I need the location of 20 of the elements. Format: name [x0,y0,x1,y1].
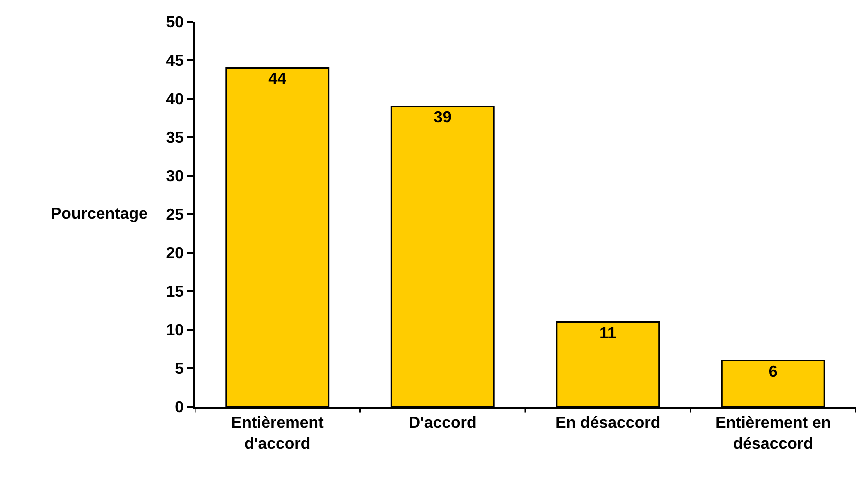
data-label: 11 [600,325,617,342]
y-tick-label: 50 [166,14,184,32]
data-label: 6 [768,364,778,381]
y-tick-label: 5 [175,361,184,378]
y-tick-label: 30 [166,168,184,186]
x-tick-label: En désaccord [556,414,661,432]
x-tick-label: Entièrement d'accord [231,414,325,453]
y-tick-label: 15 [166,284,184,302]
y-tick-label: 20 [166,246,184,263]
data-label: 44 [268,71,287,88]
x-tick-label: Entièrement en désaccord [716,414,832,453]
y-tick-label: 0 [175,400,184,417]
y-axis-title: Pourcentage [51,206,148,223]
x-tick-label: D'accord [408,414,477,432]
y-tick-label: 10 [166,322,184,340]
y-tick-label: 25 [166,207,184,224]
data-label: 39 [434,110,452,127]
y-tick-label: 35 [166,130,184,148]
y-tick-label: 40 [166,92,184,109]
y-tick-label: 45 [166,53,184,70]
